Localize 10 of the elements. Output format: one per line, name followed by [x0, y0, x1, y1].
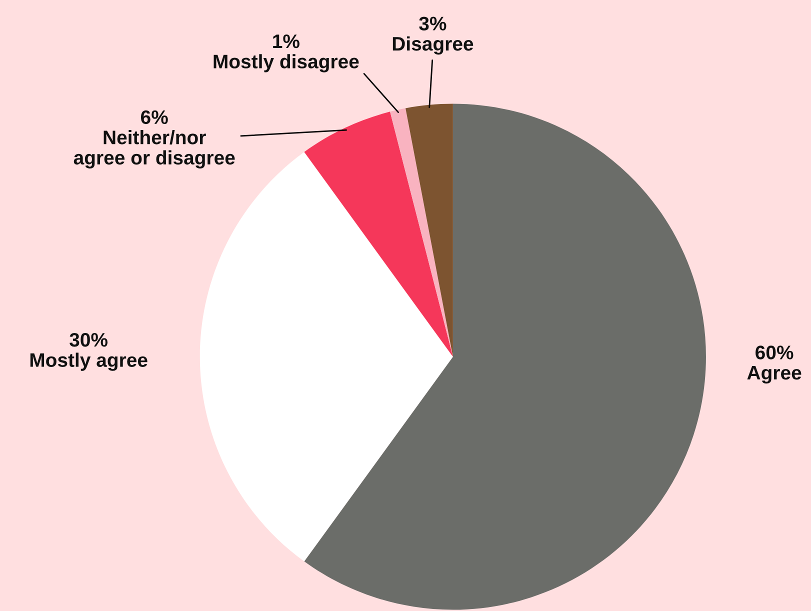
slice-label: Disagree — [392, 36, 474, 55]
slice-label: Mostly agree — [30, 352, 148, 371]
slice-label: Neither/nor agree or disagree — [74, 130, 235, 168]
slice-label: Mostly disagree — [214, 54, 359, 72]
slice-label: Agree — [747, 366, 802, 384]
data-label: 3% — [419, 16, 446, 31]
data-label: 6% — [141, 110, 168, 124]
data-label: 60% — [756, 346, 794, 360]
data-label: 30% — [70, 332, 108, 347]
data-label: 1% — [273, 34, 300, 48]
